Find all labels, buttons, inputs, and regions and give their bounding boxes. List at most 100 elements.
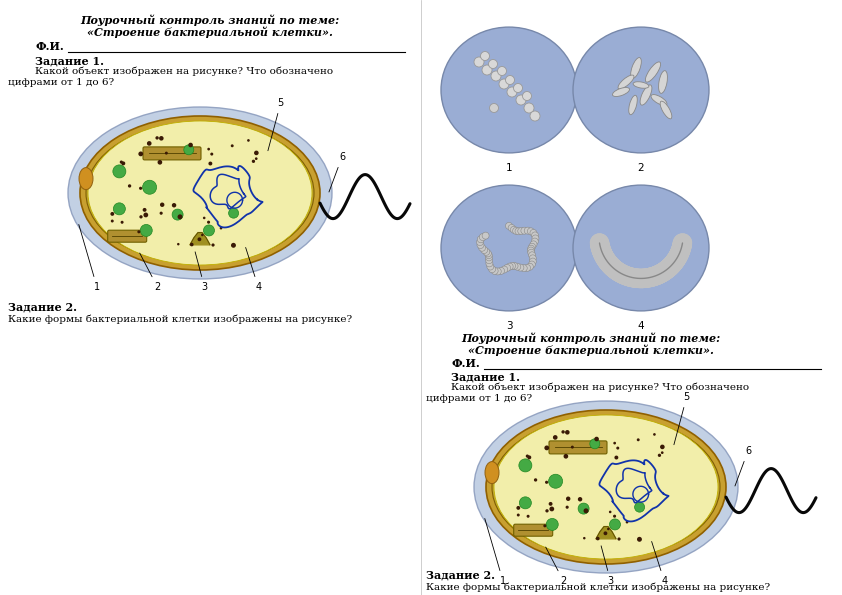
Ellipse shape	[207, 148, 210, 151]
Ellipse shape	[633, 82, 649, 88]
Ellipse shape	[86, 122, 314, 264]
Ellipse shape	[79, 168, 93, 190]
Ellipse shape	[499, 79, 509, 89]
Polygon shape	[190, 233, 210, 245]
Ellipse shape	[489, 104, 498, 112]
Ellipse shape	[528, 261, 536, 268]
Ellipse shape	[573, 185, 709, 311]
Ellipse shape	[509, 262, 515, 270]
Polygon shape	[596, 527, 616, 539]
Ellipse shape	[508, 224, 515, 231]
Ellipse shape	[529, 252, 536, 259]
Ellipse shape	[629, 95, 637, 115]
Ellipse shape	[207, 221, 210, 224]
Ellipse shape	[584, 508, 589, 513]
Text: Задание 1.: Задание 1.	[451, 372, 520, 383]
Ellipse shape	[486, 254, 493, 261]
Ellipse shape	[165, 152, 168, 155]
Text: 2: 2	[637, 163, 644, 173]
Text: 1: 1	[506, 163, 512, 173]
Ellipse shape	[159, 136, 163, 140]
Ellipse shape	[637, 439, 640, 441]
Ellipse shape	[527, 228, 535, 235]
Ellipse shape	[113, 165, 125, 178]
Ellipse shape	[231, 243, 236, 248]
Ellipse shape	[637, 537, 642, 542]
Ellipse shape	[487, 263, 493, 270]
Text: 4: 4	[246, 248, 261, 292]
Text: Какие формы бактериальной клетки изображены на рисунке?: Какие формы бактериальной клетки изображ…	[8, 314, 352, 324]
Ellipse shape	[573, 27, 709, 153]
Ellipse shape	[477, 236, 484, 243]
Ellipse shape	[626, 521, 628, 524]
Text: «Строение бактериальной клетки».: «Строение бактериальной клетки».	[87, 26, 333, 37]
Ellipse shape	[481, 246, 488, 253]
Ellipse shape	[491, 71, 501, 81]
Ellipse shape	[546, 509, 549, 512]
Ellipse shape	[616, 447, 619, 450]
Ellipse shape	[658, 453, 661, 457]
Ellipse shape	[594, 437, 599, 441]
Ellipse shape	[198, 237, 201, 241]
Ellipse shape	[658, 71, 668, 93]
Ellipse shape	[486, 256, 493, 264]
Ellipse shape	[494, 268, 501, 275]
Ellipse shape	[157, 160, 163, 165]
Ellipse shape	[252, 159, 255, 163]
Ellipse shape	[635, 502, 645, 512]
Ellipse shape	[138, 152, 143, 156]
Ellipse shape	[209, 162, 212, 165]
Text: Поурочный контроль знаний по теме:: Поурочный контроль знаний по теме:	[80, 14, 339, 26]
Ellipse shape	[520, 497, 531, 509]
Text: цифрами от 1 до 6?: цифрами от 1 до 6?	[8, 78, 115, 87]
Ellipse shape	[531, 238, 538, 245]
Ellipse shape	[660, 444, 664, 449]
Text: 2: 2	[140, 253, 161, 292]
Ellipse shape	[482, 248, 490, 255]
Ellipse shape	[505, 223, 513, 230]
Text: Ф.И.: Ф.И.	[35, 41, 64, 52]
Ellipse shape	[524, 264, 530, 271]
Ellipse shape	[220, 227, 222, 230]
Ellipse shape	[228, 208, 238, 218]
Ellipse shape	[479, 234, 487, 240]
Text: 5: 5	[674, 392, 690, 444]
Ellipse shape	[111, 220, 114, 223]
Ellipse shape	[527, 455, 531, 459]
Ellipse shape	[553, 435, 557, 440]
Ellipse shape	[571, 446, 574, 449]
Ellipse shape	[578, 503, 589, 514]
Ellipse shape	[485, 462, 499, 484]
Ellipse shape	[545, 446, 549, 450]
Ellipse shape	[172, 209, 183, 220]
Ellipse shape	[504, 264, 510, 271]
Ellipse shape	[482, 232, 489, 239]
Ellipse shape	[201, 234, 204, 236]
Ellipse shape	[613, 515, 616, 518]
Ellipse shape	[565, 430, 570, 434]
Ellipse shape	[477, 242, 484, 249]
Ellipse shape	[231, 145, 234, 147]
Ellipse shape	[545, 481, 548, 484]
FancyBboxPatch shape	[514, 524, 552, 536]
Ellipse shape	[486, 410, 726, 564]
Ellipse shape	[254, 151, 258, 155]
Text: Задание 2.: Задание 2.	[426, 570, 495, 581]
Ellipse shape	[478, 244, 486, 251]
Ellipse shape	[501, 266, 508, 273]
Ellipse shape	[160, 212, 163, 215]
Ellipse shape	[517, 513, 520, 516]
Text: 1: 1	[485, 518, 506, 586]
FancyBboxPatch shape	[108, 230, 147, 242]
FancyBboxPatch shape	[549, 441, 607, 454]
Ellipse shape	[484, 250, 492, 257]
Text: Какой объект изображен на рисунке? Что обозначено: Какой объект изображен на рисунке? Что о…	[451, 383, 749, 393]
Ellipse shape	[550, 506, 554, 511]
Ellipse shape	[184, 145, 194, 155]
Ellipse shape	[142, 180, 157, 194]
Text: Задание 2.: Задание 2.	[8, 302, 77, 313]
FancyBboxPatch shape	[143, 147, 201, 160]
Ellipse shape	[156, 136, 159, 140]
Ellipse shape	[481, 52, 489, 61]
Text: Какой объект изображен на рисунке? Что обозначено: Какой объект изображен на рисунке? Что о…	[35, 67, 333, 77]
